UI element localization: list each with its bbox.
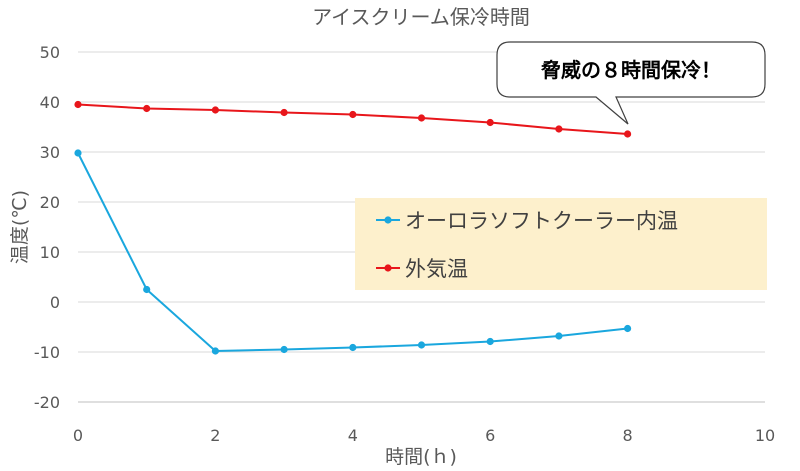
- data-point: [555, 332, 563, 340]
- data-point: [624, 130, 632, 138]
- y-tick-label: 50: [40, 43, 60, 62]
- data-point: [486, 118, 494, 127]
- callout-bubble: [496, 41, 766, 125]
- data-point: [417, 341, 426, 349]
- y-tick-label: -20: [34, 393, 60, 412]
- legend-item-1: 外気温: [376, 257, 468, 281]
- series-group: [74, 100, 632, 355]
- data-point: [486, 337, 494, 346]
- x-tick-label: 0: [73, 426, 83, 445]
- legend-item-0: オーロラソフトクーラー内温: [376, 209, 678, 233]
- chart-title: アイスクリーム保冷時間: [312, 5, 530, 29]
- data-point: [624, 324, 632, 333]
- series-1: [74, 100, 632, 138]
- y-axis-label: 温度(℃): [9, 190, 31, 264]
- data-point: [280, 345, 288, 354]
- x-tick-label: 2: [210, 426, 220, 445]
- y-tick-label: -10: [34, 343, 60, 362]
- data-point: [74, 100, 82, 109]
- legend-label: オーロラソフトクーラー内温: [405, 209, 678, 233]
- callout-text: 脅威の８時間保冷！: [540, 58, 721, 82]
- x-tick-label: 8: [623, 426, 633, 445]
- data-point: [555, 125, 563, 133]
- callout: 脅威の８時間保冷！: [496, 41, 766, 125]
- legend-background: [355, 198, 767, 290]
- y-tick-label: 10: [40, 243, 60, 262]
- x-axis-label: 時間(ｈ): [385, 446, 457, 468]
- data-point: [74, 149, 82, 157]
- y-tick-label: 40: [40, 93, 60, 112]
- data-point: [349, 110, 357, 119]
- data-point: [143, 104, 151, 113]
- data-point: [211, 347, 219, 355]
- y-tick-label: 20: [40, 193, 60, 212]
- y-tick-label: 0: [50, 293, 60, 312]
- y-tick-label: 30: [40, 143, 60, 162]
- data-point: [349, 343, 357, 352]
- legend-swatch-marker: [384, 216, 392, 224]
- series-0: [74, 149, 632, 355]
- y-tick-labels: -20 -10 0 10 20 30 40 50: [34, 43, 60, 412]
- x-tick-label: 6: [485, 426, 495, 445]
- data-point: [211, 106, 219, 114]
- series-line-1: [77, 103, 628, 135]
- legend-swatch-marker: [384, 264, 392, 272]
- x-tick-label: 10: [755, 426, 775, 445]
- x-tick-label: 4: [348, 426, 358, 445]
- legend-label: 外気温: [405, 257, 468, 281]
- data-point: [280, 108, 288, 117]
- data-point: [417, 114, 426, 122]
- data-point: [143, 285, 151, 294]
- x-tick-labels: 0 2 4 6 8 10: [73, 426, 775, 445]
